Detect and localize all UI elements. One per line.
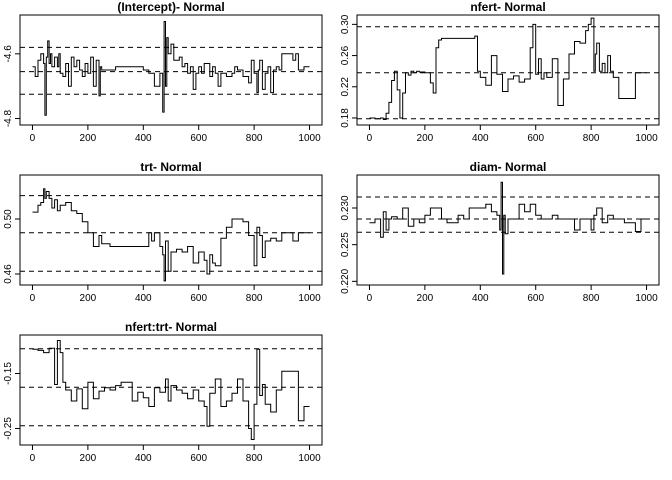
chart-title: nfert- Normal — [470, 0, 545, 14]
x-tick-label: 1000 — [298, 453, 321, 464]
y-tick-label: 0.230 — [340, 195, 351, 220]
y-tick-label: -0.15 — [3, 362, 14, 385]
series-line — [32, 340, 310, 440]
x-tick-label: 0 — [30, 293, 36, 304]
x-tick-label: 1000 — [635, 293, 658, 304]
y-tick-label: -4.6 — [3, 45, 14, 63]
x-tick-label: 600 — [190, 133, 207, 144]
x-tick-label: 200 — [80, 133, 97, 144]
y-tick-label: 0.50 — [3, 209, 14, 229]
x-tick-label: 600 — [190, 453, 207, 464]
x-tick-label: 200 — [80, 453, 97, 464]
x-tick-label: 400 — [135, 293, 152, 304]
series-line — [369, 17, 647, 120]
series-line — [369, 181, 647, 275]
x-tick-label: 200 — [80, 293, 97, 304]
x-tick-label: 600 — [527, 133, 544, 144]
x-tick-label: 400 — [135, 453, 152, 464]
x-tick-label: 200 — [417, 133, 434, 144]
x-tick-label: 0 — [367, 133, 373, 144]
chart-title: trt- Normal — [140, 160, 201, 174]
x-tick-label: 800 — [583, 133, 600, 144]
x-tick-label: 800 — [246, 453, 263, 464]
panel-nfert-trt: nfert:trt- Normal 0 200 400 600 800 1000 -0.25 -… — [3, 320, 323, 464]
series-line — [32, 188, 310, 282]
x-tick-label: 1000 — [298, 133, 321, 144]
y-tick-label: 0.220 — [340, 268, 351, 293]
y-tick-label: 0.46 — [3, 264, 14, 284]
x-tick-label: 600 — [527, 293, 544, 304]
y-tick-label: 0.225 — [340, 232, 351, 257]
x-tick-label: 0 — [367, 293, 373, 304]
x-tick-label: 200 — [417, 293, 434, 304]
x-tick-label: 400 — [472, 293, 489, 304]
x-tick-label: 800 — [246, 133, 263, 144]
x-tick-label: 800 — [583, 293, 600, 304]
x-tick-label: 400 — [135, 133, 152, 144]
y-tick-label: 0.26 — [340, 45, 351, 65]
panel-trt: trt- Normal 0 200 400 600 800 1000 0.46 0.50 — [3, 160, 323, 304]
x-tick-label: 800 — [246, 293, 263, 304]
x-tick-label: 400 — [472, 133, 489, 144]
panel-intercept: (Intercept)- Normal 0 200 400 600 800 1000 -4.8… — [3, 0, 323, 144]
x-tick-label: 600 — [190, 293, 207, 304]
y-tick-label: 0.18 — [340, 108, 351, 128]
x-tick-label: 1000 — [635, 133, 658, 144]
x-tick-label: 1000 — [298, 293, 321, 304]
panel-nfert: nfert- Normal 0 200 400 600 800 1000 0.18 0.22 0.… — [340, 0, 660, 144]
y-tick-label: 0.30 — [340, 14, 351, 34]
x-tick-label: 0 — [30, 453, 36, 464]
y-tick-label: -0.25 — [3, 417, 14, 440]
chart-title: diam- Normal — [470, 160, 547, 174]
y-tick-label: 0.22 — [340, 77, 351, 97]
series-line — [32, 21, 310, 116]
y-tick-label: -4.8 — [3, 109, 14, 127]
chart-title: (Intercept)- Normal — [117, 0, 224, 14]
x-tick-label: 0 — [30, 133, 36, 144]
chart-title: nfert:trt- Normal — [125, 320, 217, 334]
panel-diam: diam- Normal 0 200 400 600 800 1000 0.220 0.225 0… — [340, 160, 660, 304]
